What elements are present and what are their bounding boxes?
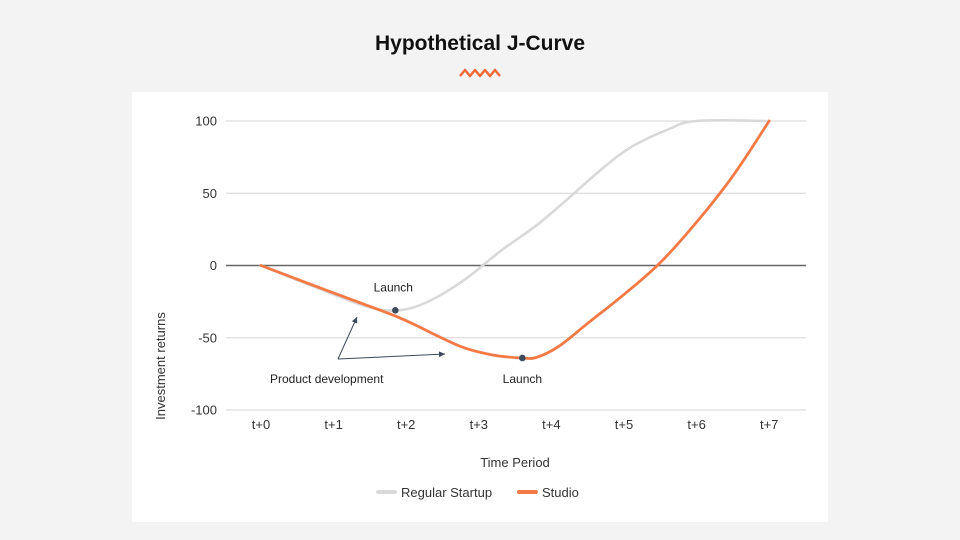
x-tick-label: t+4 (542, 417, 560, 432)
page-title: Hypothetical J-Curve (374, 32, 586, 55)
annotation-arrow (337, 316, 358, 360)
x-tick-label: t+7 (760, 417, 778, 432)
grid-lines (226, 120, 806, 411)
annotations: Launch Launch Product development (270, 280, 542, 386)
x-tick-label: t+0 (252, 417, 270, 432)
legend-label: Regular Startup (401, 485, 492, 500)
annotation-arrow (337, 351, 446, 360)
launch-label: Launch (374, 280, 413, 294)
x-tick-labels: t+0 t+1 t+2 t+3 t+4 t+5 t+6 t+7 (252, 417, 779, 432)
y-tick-label: 100 (195, 114, 217, 129)
x-tick-label: t+3 (470, 417, 488, 432)
x-axis-label: Time Period (480, 455, 550, 470)
x-tick-label: t+5 (615, 417, 633, 432)
chart-card: 100 50 0 -50 -100 t+0 t+1 t+2 t+3 t+4 t+5 t+6 t+7 L… (132, 92, 828, 522)
series-line-studio (259, 119, 771, 360)
y-tick-label: 0 (210, 258, 217, 273)
x-tick-label: t+6 (687, 417, 705, 432)
y-tick-label: -50 (198, 330, 217, 345)
x-tick-label: t+2 (397, 417, 415, 432)
series-lines (259, 119, 771, 360)
launch-marker (392, 306, 399, 314)
j-curve-chart: 100 50 0 -50 -100 t+0 t+1 t+2 t+3 t+4 t+5 t+6 t+7 L… (153, 114, 806, 500)
launch-label: Launch (503, 372, 542, 386)
title-underline-icon (459, 68, 501, 78)
launch-marker (519, 354, 526, 362)
y-tick-label: 50 (203, 186, 217, 201)
legend-label: Studio (542, 485, 579, 500)
x-tick-label: t+1 (324, 417, 342, 432)
legend-item: Regular Startup (376, 485, 492, 500)
legend: Regular Startup Studio (376, 485, 579, 500)
product-development-label: Product development (270, 372, 384, 386)
legend-item: Studio (517, 485, 579, 500)
y-tick-label: -100 (191, 403, 217, 418)
series-line-regular-startup (259, 119, 771, 312)
y-axis-label: Investment returns (153, 312, 168, 420)
y-tick-labels: 100 50 0 -50 -100 (191, 114, 217, 418)
